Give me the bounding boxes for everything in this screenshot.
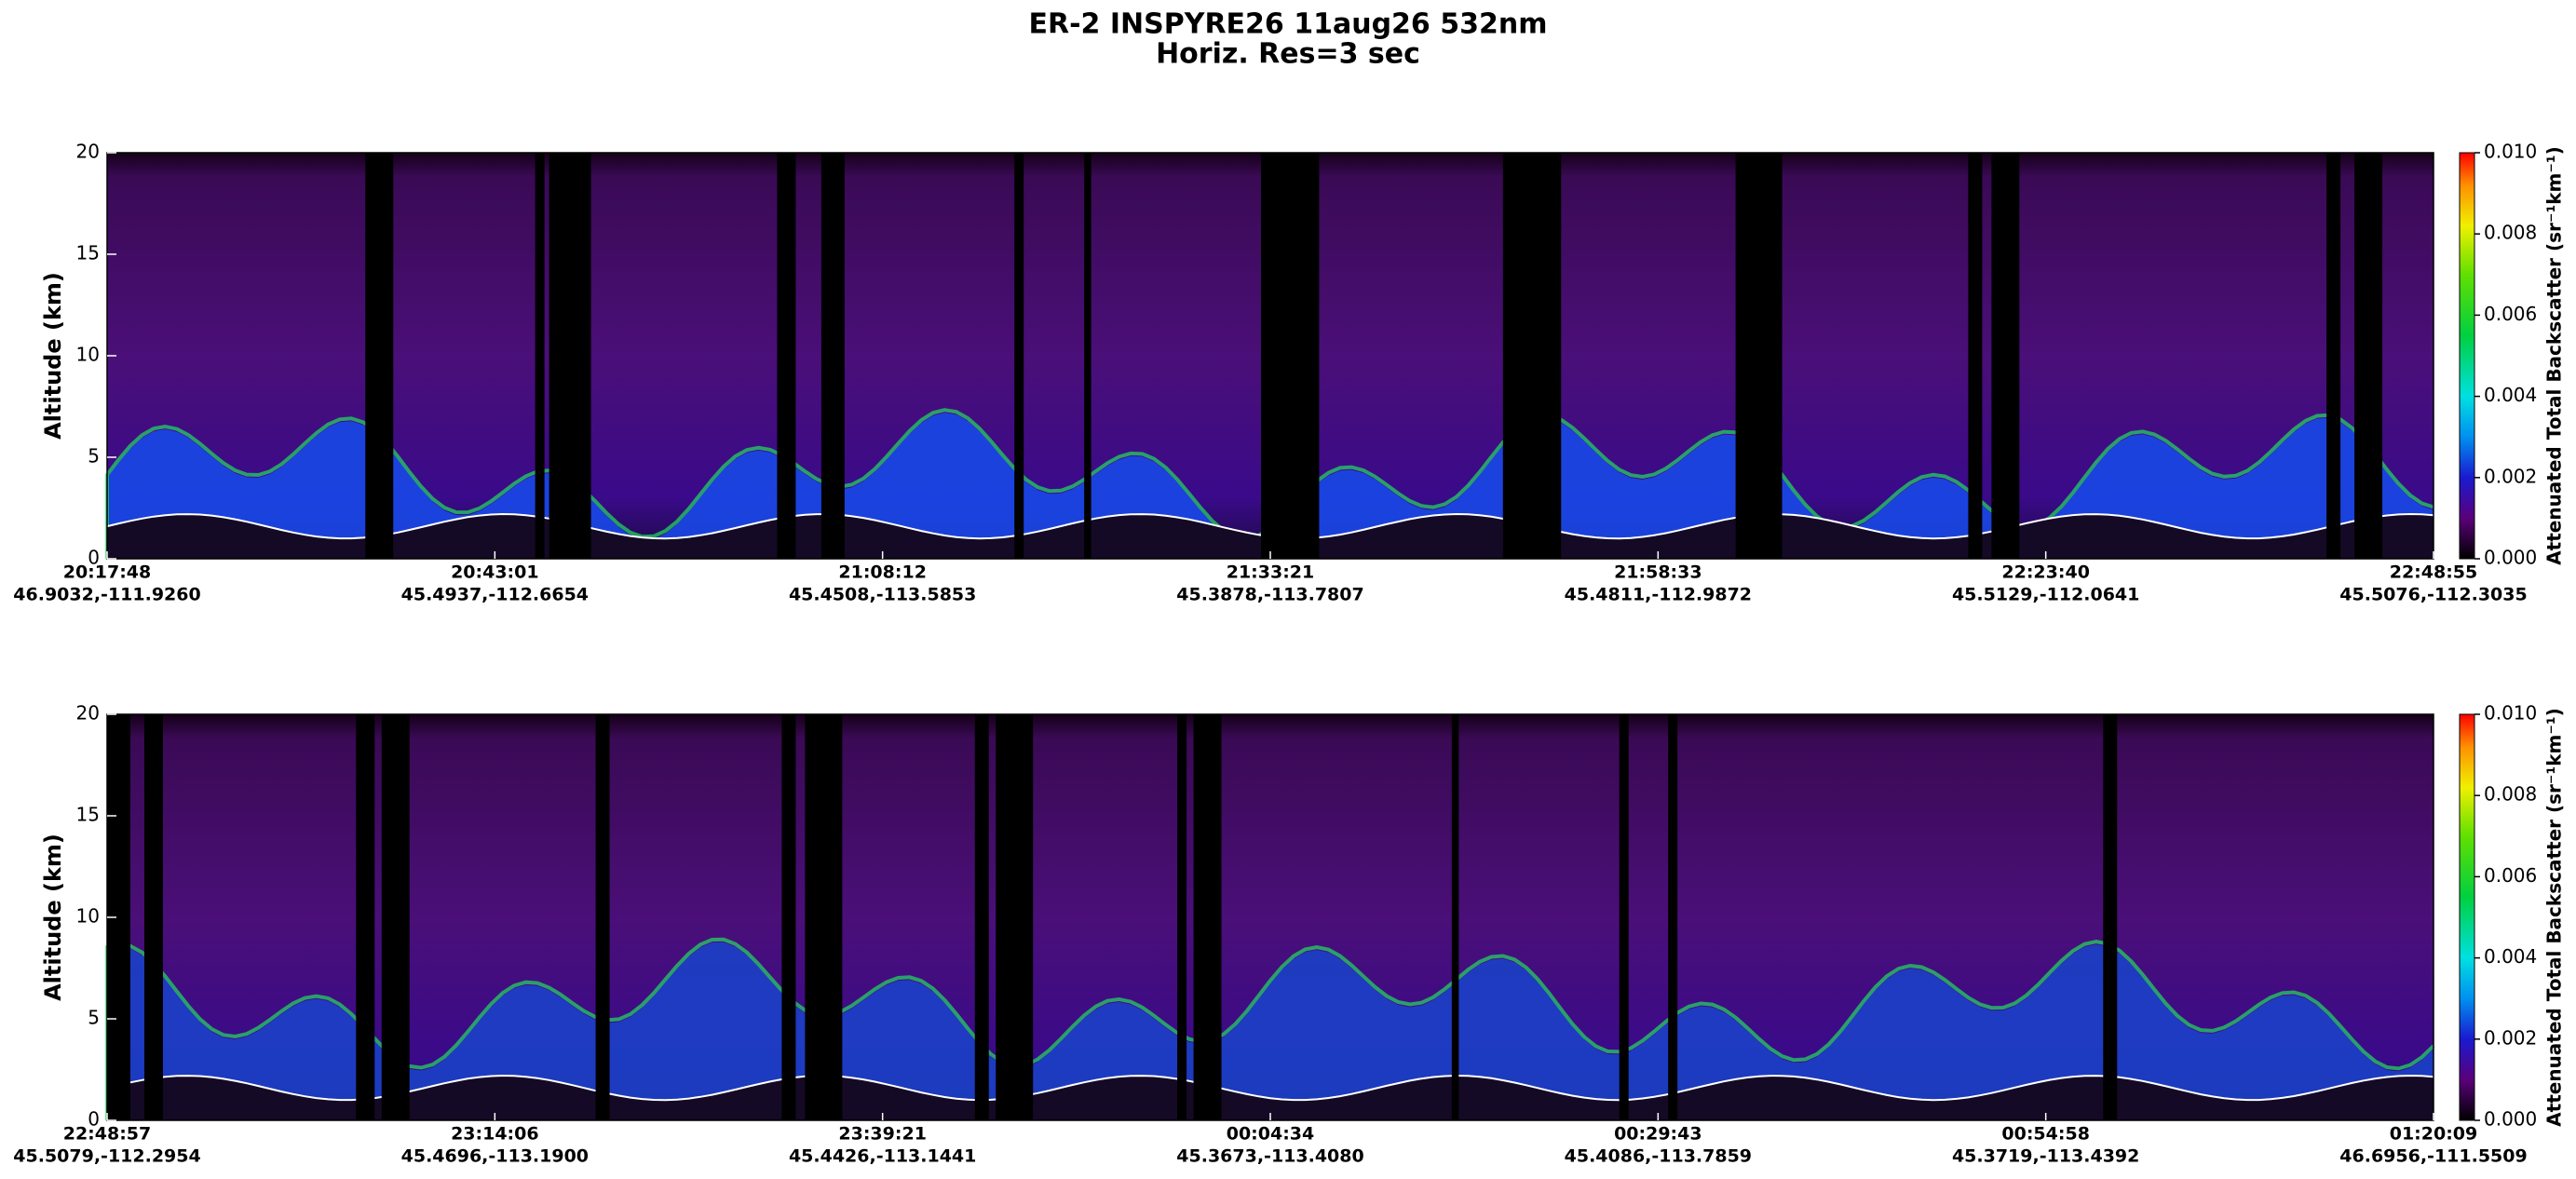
backscatter-image bbox=[105, 714, 2435, 1120]
y-axis-label: Altitude (km) bbox=[40, 272, 66, 440]
ground bbox=[107, 514, 2434, 559]
data-gap bbox=[974, 714, 989, 1120]
data-gap bbox=[381, 714, 410, 1120]
title-line-1: ER-2 INSPYRE26 11aug26 532nm bbox=[1029, 8, 1548, 41]
data-gap bbox=[365, 153, 394, 559]
x-tick-label: 21:58:33 bbox=[1614, 562, 1702, 583]
colorbar-tick-label: 0.002 bbox=[2484, 1026, 2537, 1049]
colorbar-tick-label: 0.010 bbox=[2484, 141, 2537, 163]
data-gap bbox=[996, 714, 1034, 1120]
y-tick-label: 10 bbox=[76, 344, 100, 366]
data-gap bbox=[781, 714, 796, 1120]
colorbar-label: Attenuated Total Backscatter (sr⁻¹km⁻¹) bbox=[2543, 708, 2566, 1127]
y-tick-label: 5 bbox=[88, 1007, 100, 1029]
data-gap bbox=[1991, 153, 2020, 559]
y-axis-label: Altitude (km) bbox=[40, 833, 66, 1001]
data-gap bbox=[1014, 153, 1024, 559]
data-gap bbox=[535, 153, 545, 559]
x-tick-label: 22:48:57 bbox=[63, 1124, 152, 1145]
x-position-label: 45.4508,-113.5853 bbox=[789, 585, 976, 605]
data-gap bbox=[1177, 714, 1187, 1120]
data-gap bbox=[2103, 714, 2118, 1120]
data-gap bbox=[549, 153, 591, 559]
data-gap bbox=[1193, 714, 1222, 1120]
ground-line bbox=[106, 1074, 2434, 1102]
data-gap bbox=[2326, 153, 2341, 559]
colorbar-tick-label: 0.006 bbox=[2484, 864, 2537, 887]
x-position-label: 45.4696,-113.1900 bbox=[401, 1146, 589, 1167]
y-tick-label: 20 bbox=[76, 702, 100, 725]
x-position-label: 45.3719,-113.4392 bbox=[1952, 1146, 2139, 1167]
x-tick-label: 22:23:40 bbox=[2001, 562, 2090, 583]
colorbar-tick-label: 0.000 bbox=[2484, 1108, 2537, 1131]
data-gap bbox=[2354, 153, 2383, 559]
data-gap bbox=[777, 153, 796, 559]
data-gap bbox=[1451, 714, 1459, 1120]
ground bbox=[107, 1076, 2434, 1120]
colorbar-tick-label: 0.008 bbox=[2484, 783, 2537, 806]
layer-top bbox=[105, 937, 2435, 1120]
x-tick-label: 21:33:21 bbox=[1227, 562, 1315, 583]
x-position-label: 45.5079,-112.2954 bbox=[13, 1146, 200, 1167]
colorbar-label: Attenuated Total Backscatter (sr⁻¹km⁻¹) bbox=[2543, 146, 2566, 565]
data-gap bbox=[1968, 153, 1983, 559]
x-position-label: 45.3673,-113.4080 bbox=[1176, 1146, 1363, 1167]
data-gap bbox=[1084, 153, 1091, 559]
y-tick-label: 15 bbox=[76, 804, 100, 826]
data-gap bbox=[1668, 714, 1678, 1120]
y-tick-label: 20 bbox=[76, 141, 100, 163]
data-gap bbox=[1502, 153, 1562, 559]
colorbar bbox=[2459, 713, 2475, 1121]
x-position-label: 45.3878,-113.7807 bbox=[1176, 585, 1363, 605]
colorbar-tick-label: 0.000 bbox=[2484, 547, 2537, 569]
colorbar-tick-label: 0.002 bbox=[2484, 465, 2537, 487]
y-tick-label: 0 bbox=[88, 1108, 100, 1131]
x-tick-label: 21:08:12 bbox=[838, 562, 927, 583]
x-position-label: 46.9032,-111.9260 bbox=[13, 585, 200, 605]
y-tick-label: 15 bbox=[76, 242, 100, 264]
colorbar bbox=[2459, 152, 2475, 560]
data-gap bbox=[1619, 714, 1629, 1120]
x-tick-label: 20:43:01 bbox=[451, 562, 539, 583]
x-position-label: 45.4937,-112.6654 bbox=[401, 585, 589, 605]
y-tick-label: 5 bbox=[88, 445, 100, 468]
x-tick-label: 23:39:21 bbox=[838, 1124, 927, 1145]
data-gap bbox=[820, 153, 845, 559]
data-gap bbox=[805, 714, 843, 1120]
aerosol-layer bbox=[107, 942, 2434, 1120]
x-position-label: 45.4086,-113.7859 bbox=[1565, 1146, 1752, 1167]
y-tick-label: 0 bbox=[88, 547, 100, 569]
data-gap bbox=[1754, 153, 1783, 559]
data-gap bbox=[1261, 153, 1320, 559]
x-position-label: 45.4426,-113.1441 bbox=[789, 1146, 976, 1167]
colorbar-tick-label: 0.004 bbox=[2484, 384, 2537, 406]
aerosol-layer bbox=[107, 413, 2434, 559]
x-position-label: 45.4811,-112.9872 bbox=[1565, 585, 1752, 605]
x-tick-label: 00:04:34 bbox=[1227, 1124, 1315, 1145]
colorbar-tick-label: 0.006 bbox=[2484, 303, 2537, 325]
data-gap bbox=[595, 714, 610, 1120]
x-position-label: 45.5129,-112.0641 bbox=[1952, 585, 2139, 605]
x-tick-label: 23:14:06 bbox=[451, 1124, 539, 1145]
x-position-label: 45.5076,-112.3035 bbox=[2339, 585, 2527, 605]
data-gap bbox=[143, 714, 163, 1120]
x-tick-label: 20:17:48 bbox=[63, 562, 152, 583]
backscatter-image bbox=[105, 153, 2434, 559]
colorbar-tick-label: 0.010 bbox=[2484, 702, 2537, 725]
colorbar-tick-label: 0.004 bbox=[2484, 945, 2537, 968]
y-tick-label: 10 bbox=[76, 905, 100, 928]
data-gap bbox=[356, 714, 375, 1120]
x-tick-label: 22:48:55 bbox=[2390, 562, 2478, 583]
x-tick-label: 00:29:43 bbox=[1614, 1124, 1702, 1145]
x-position-label: 46.6956,-111.5509 bbox=[2339, 1146, 2527, 1167]
colorbar-tick-label: 0.008 bbox=[2484, 222, 2537, 244]
x-tick-label: 01:20:09 bbox=[2390, 1124, 2478, 1145]
x-tick-label: 00:54:58 bbox=[2001, 1124, 2090, 1145]
title-line-2: Horiz. Res=3 sec bbox=[1156, 38, 1420, 71]
